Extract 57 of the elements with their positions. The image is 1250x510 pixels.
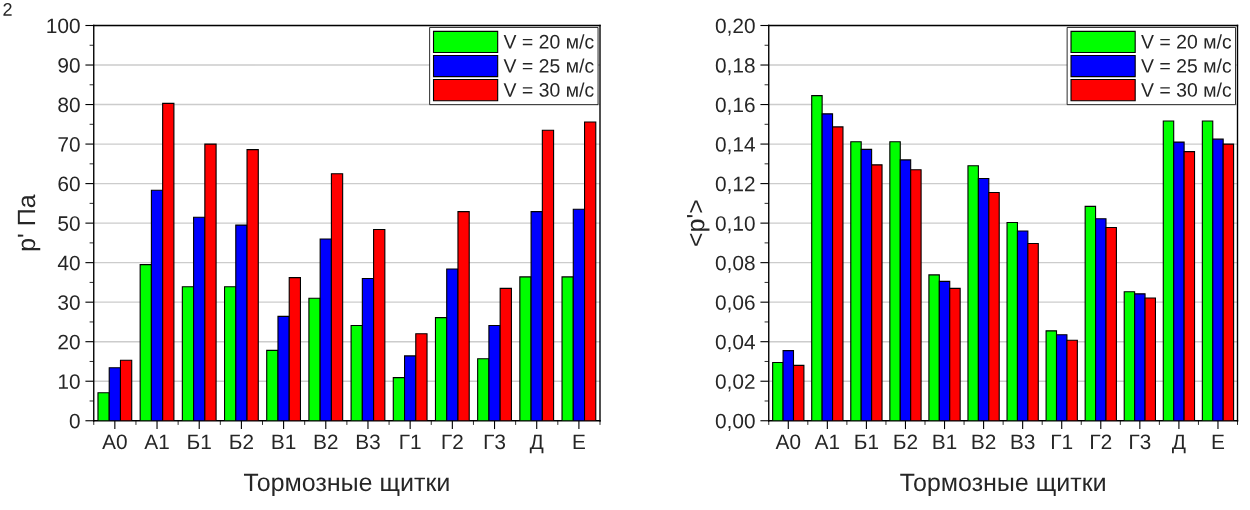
x-tick-label: А1	[814, 434, 840, 450]
x-tick-label: А0	[102, 434, 127, 450]
y-tick-label: 80	[58, 97, 80, 113]
y-tick-label: 70	[58, 137, 80, 152]
y-tick-label: 20	[58, 334, 80, 350]
x-tick-label: Д	[529, 434, 544, 454]
legend-label: V = 30 м/с	[503, 82, 594, 97]
y-tick-label: 0,20	[715, 18, 755, 36]
text: 2	[3, 3, 12, 16]
y-tick-label: 30	[58, 295, 80, 310]
legend-label: V = 25 м/с	[503, 58, 594, 73]
legend-label: V = 25 м/с	[1141, 58, 1232, 73]
legend-label: V = 20 м/с	[503, 34, 594, 49]
y-tick-label: 100	[47, 18, 80, 34]
x-tick-label: Г2	[442, 434, 463, 450]
y-tick-label: 0,00	[715, 413, 755, 431]
x-tick-label: Г3	[1130, 434, 1151, 450]
x-tick-label: Е	[1212, 434, 1225, 450]
y-tick-label: 0,16	[715, 97, 755, 115]
x-tick-label: Б1	[188, 434, 211, 450]
y-tick-label: 0,08	[715, 255, 755, 273]
x-axis-title: Тормозные щитки	[243, 473, 449, 497]
y-tick-label: 0,14	[715, 137, 755, 155]
y-tick-label: 0,02	[715, 374, 755, 392]
y-tick-label: 10	[58, 374, 80, 389]
x-tick-label: В3	[1011, 434, 1035, 450]
x-tick-label: В2	[314, 434, 338, 450]
y-tick-label: 0,10	[715, 216, 755, 234]
y-tick-label: 60	[58, 176, 80, 192]
y-tick-label: 0,12	[715, 176, 755, 194]
y-tick-label: 0,06	[715, 295, 755, 313]
x-tick-label: В1	[933, 434, 957, 450]
legend-label: V = 30 м/с	[1141, 82, 1232, 97]
y-tick-label: 0,04	[715, 334, 755, 352]
x-tick-label: В2	[972, 434, 996, 450]
legend-label: V = 20 м/с	[1141, 34, 1232, 49]
x-tick-label: Б2	[894, 434, 918, 450]
x-tick-label: А0	[775, 434, 801, 450]
y-tick-label: 40	[57, 255, 80, 271]
x-tick-label: В3	[356, 434, 380, 450]
x-tick-label: Г2	[1091, 434, 1112, 450]
y-tick-label: 90	[58, 58, 80, 73]
x-axis-title: Тормозные щитки	[900, 473, 1105, 497]
x-tick-label: Е	[573, 434, 585, 450]
y-tick-label: 0	[69, 413, 80, 429]
x-tick-label: Б1	[855, 434, 879, 450]
x-tick-label: В1	[272, 434, 296, 450]
y-axis-title: p' Па	[17, 194, 41, 251]
x-tick-label: Б2	[230, 434, 253, 450]
x-tick-label: Г1	[1051, 434, 1073, 450]
y-tick-label: 50	[58, 216, 80, 231]
x-tick-label: Г3	[484, 434, 506, 450]
x-tick-label: Д	[1172, 434, 1186, 454]
y-axis-title: <p'>	[687, 200, 710, 246]
x-tick-label: А1	[144, 434, 169, 450]
y-tick-label: 0,18	[715, 58, 755, 76]
x-tick-label: Г1	[400, 434, 421, 450]
